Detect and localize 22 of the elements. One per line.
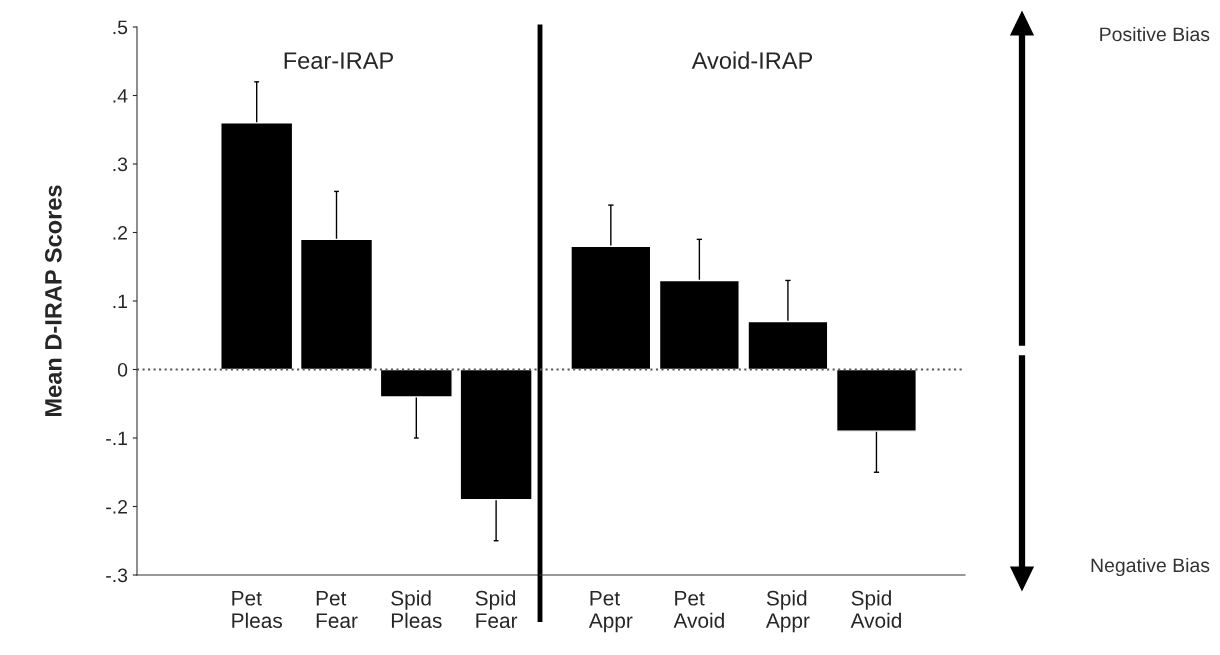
y-tick-label: -.3 — [106, 568, 128, 583]
x-tick-label: Spid Pleas — [391, 590, 442, 629]
x-tick-label: Spid Avoid — [850, 590, 901, 629]
text: Positive Bias — [1100, 26, 1210, 42]
text: Fear-IRAP — [284, 52, 394, 69]
y-axis-title: Mean D-IRAP Scores — [45, 185, 62, 416]
x-tick-label: Pet Fear — [316, 591, 358, 629]
y-tick-label: -.1 — [106, 431, 128, 446]
y-tick-label: -.2 — [106, 499, 127, 514]
y-tick-label: .4 — [113, 89, 128, 103]
x-tick-label: Spid Appr — [765, 590, 810, 633]
x-tick-label: Pet Appr — [588, 591, 633, 633]
y-tick-label: 0 — [117, 362, 128, 377]
x-tick-label: Spid Fear — [475, 590, 518, 629]
x-tick-label: Pet Avoid — [673, 591, 724, 629]
y-tick-label: .3 — [113, 157, 128, 172]
text: Avoid-IRAP — [691, 51, 813, 69]
y-tick-label: .5 — [113, 20, 128, 35]
text: Negative Bias — [1091, 557, 1210, 577]
x-tick-label: Pet Pleas — [232, 591, 283, 629]
y-tick-label: .2 — [113, 225, 127, 240]
y-tick-label: .1 — [113, 294, 128, 309]
